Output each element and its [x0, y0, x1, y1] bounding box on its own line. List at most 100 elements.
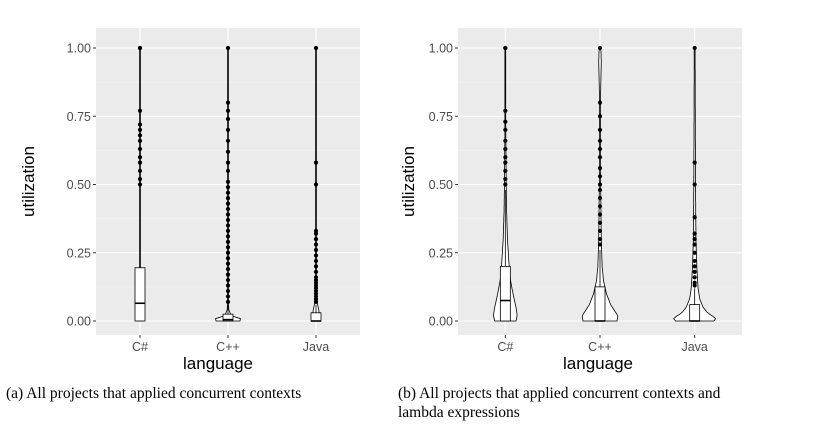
outlier-point	[225, 116, 231, 122]
outlier-point	[503, 146, 508, 152]
outlier-point	[597, 100, 603, 105]
chart-panel-1: 0.00 0.25 0.50 0.75 1.00 C# C++ Java language uti…	[19, 28, 360, 373]
outlier-point	[313, 182, 319, 187]
x-axis-title: language	[563, 354, 633, 373]
outlier-point	[313, 247, 319, 253]
outlier-point	[597, 155, 603, 160]
outlier-point	[692, 182, 697, 187]
y-axis-title: utilization	[399, 146, 418, 217]
y-tick-label: 1.00	[67, 42, 91, 56]
outlier-point	[313, 45, 319, 51]
outlier-point	[597, 174, 603, 179]
outlier-point	[692, 237, 697, 242]
box-Java	[310, 312, 322, 322]
box-C++	[222, 313, 234, 322]
outlier-point	[225, 179, 231, 184]
outlier-point	[692, 250, 697, 255]
outlier-point	[313, 258, 319, 264]
outlier-point	[597, 204, 603, 209]
outlier-point	[692, 258, 697, 264]
box-C++	[594, 286, 606, 322]
outlier-point	[597, 196, 603, 201]
outlier-point	[597, 138, 603, 143]
box-C#	[499, 265, 511, 322]
outlier-point	[225, 277, 231, 283]
outlier-point	[225, 267, 231, 272]
y-tick-label: 0.75	[429, 110, 453, 124]
outlier-point	[313, 228, 319, 234]
outlier-point	[503, 45, 508, 51]
outlier-point	[225, 160, 231, 165]
x-tick-label: C++	[588, 340, 612, 354]
outlier-point	[225, 250, 231, 255]
outlier-point	[137, 146, 143, 152]
outlier-point	[225, 149, 231, 154]
y-tick-label: 0.25	[429, 246, 453, 260]
outlier-point	[503, 119, 508, 124]
outlier-point	[225, 168, 231, 173]
outlier-point	[313, 160, 319, 165]
x-axis-title: language	[183, 354, 253, 373]
outlier-point	[597, 212, 603, 217]
x-tick-label: C++	[216, 340, 240, 354]
outlier-point	[597, 228, 603, 234]
outlier-point	[503, 182, 508, 187]
outlier-point	[225, 239, 231, 244]
outlier-point	[503, 160, 508, 165]
outlier-point	[225, 272, 231, 277]
outlier-point	[503, 108, 508, 113]
y-tick-label: 0.50	[429, 178, 453, 192]
outlier-point	[225, 228, 231, 234]
outlier-point	[313, 242, 319, 247]
outlier-point	[313, 264, 319, 269]
outlier-point	[137, 127, 143, 132]
outlier-point	[597, 220, 603, 225]
outlier-point	[503, 155, 508, 160]
outlier-point	[597, 146, 603, 152]
outlier-point	[225, 100, 231, 105]
outlier-point	[137, 176, 143, 182]
outlier-point	[137, 160, 143, 165]
outlier-point	[313, 253, 319, 258]
x-tick-label: Java	[681, 340, 707, 354]
outlier-point	[225, 138, 231, 143]
outlier-point	[137, 182, 143, 187]
outlier-point	[225, 256, 231, 261]
outlier-point	[225, 190, 231, 195]
outlier-point	[692, 269, 697, 274]
x-tick-label: C#	[497, 340, 513, 354]
outlier-point	[137, 108, 143, 113]
y-tick-label: 0.25	[67, 246, 91, 260]
outlier-point	[692, 160, 697, 165]
y-tick-label: 0.00	[67, 315, 91, 329]
outlier-point	[597, 242, 603, 247]
outlier-point	[225, 283, 231, 288]
box-C#	[134, 267, 146, 322]
outlier-point	[597, 237, 603, 242]
outlier-point	[225, 245, 231, 250]
x-tick-label: C#	[132, 340, 148, 354]
outlier-point	[597, 127, 603, 132]
outlier-point	[597, 182, 603, 187]
y-tick-label: 0.50	[67, 178, 91, 192]
y-tick-label: 0.75	[67, 110, 91, 124]
outlier-point	[137, 168, 143, 173]
outlier-point	[225, 288, 231, 294]
outlier-point	[137, 133, 143, 138]
outlier-point	[137, 45, 143, 51]
outlier-point	[313, 269, 319, 274]
outlier-point	[692, 215, 697, 220]
box-Java	[689, 304, 701, 322]
outlier-point	[225, 294, 231, 299]
y-tick-label: 1.00	[429, 42, 453, 56]
outlier-point	[503, 138, 508, 143]
outlier-point	[225, 299, 231, 304]
outlier-point	[597, 114, 603, 119]
outlier-point	[225, 201, 231, 206]
chart-panel-2: 0.00 0.25 0.50 0.75 1.00 C# C++ Java language uti…	[399, 28, 742, 373]
outlier-point	[225, 108, 231, 113]
outlier-point	[225, 223, 231, 228]
outlier-point	[692, 45, 697, 51]
outlier-point	[692, 275, 697, 280]
